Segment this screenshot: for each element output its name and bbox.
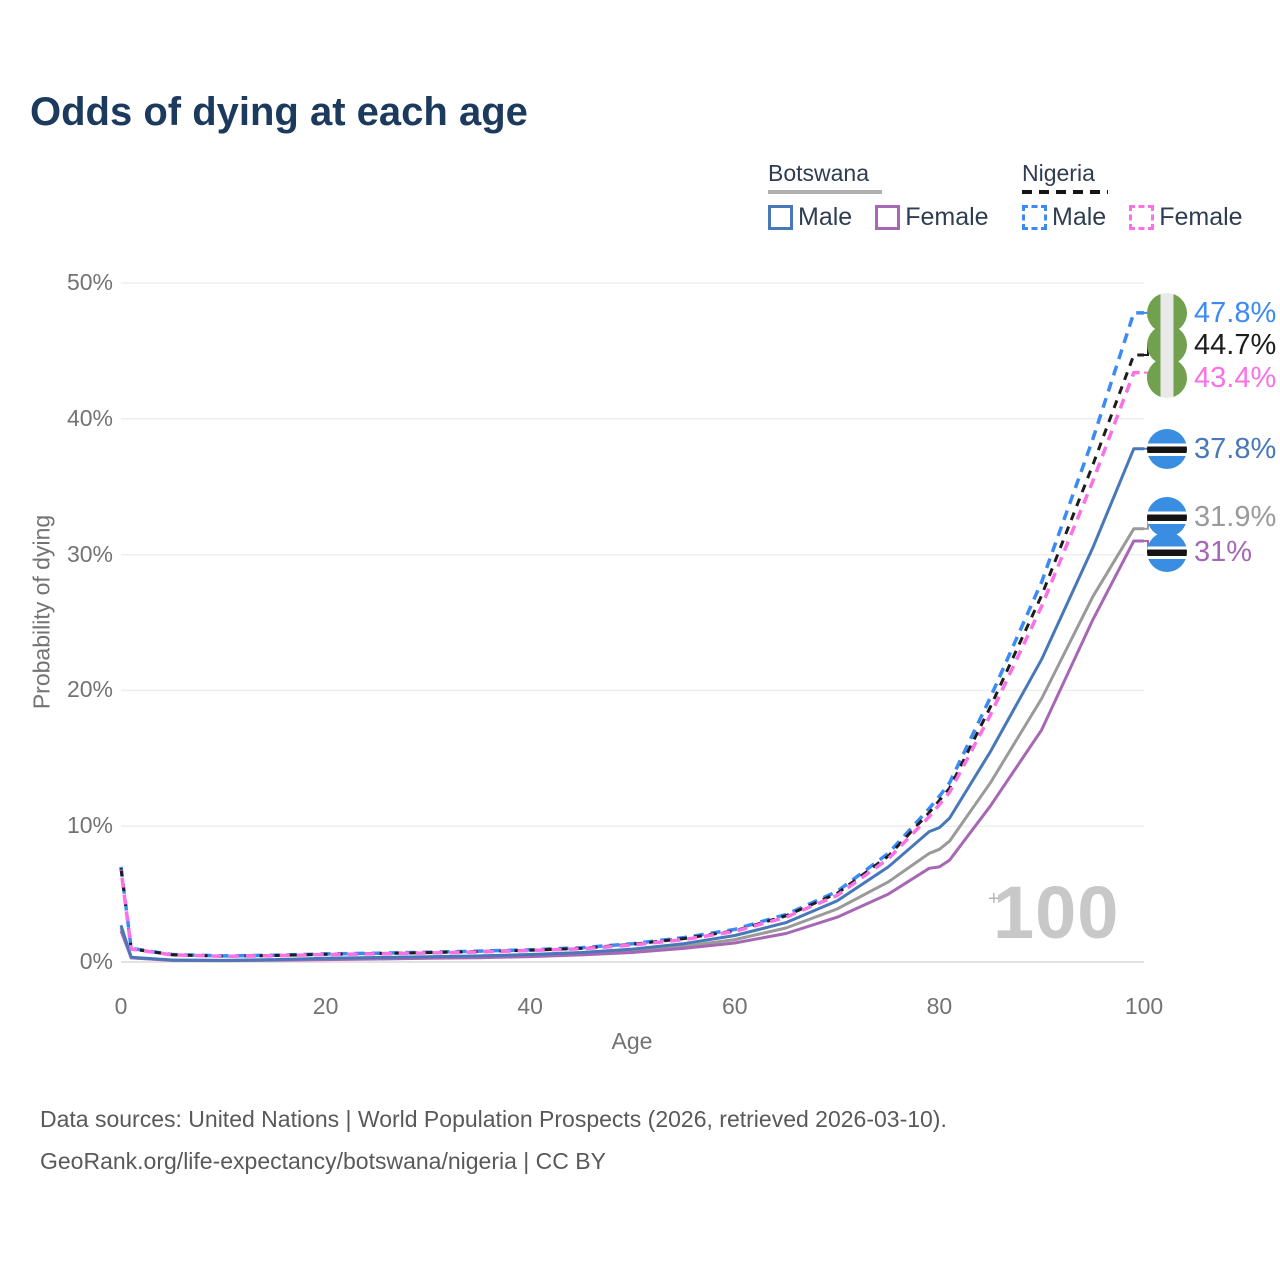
end-label-value: 31% bbox=[1194, 536, 1253, 569]
legend-item-botswana-male[interactable]: Male bbox=[768, 203, 852, 232]
y-tick-label: 50% bbox=[66, 269, 113, 295]
botswana-flag-icon bbox=[1147, 532, 1187, 573]
x-tick-label: 100 bbox=[1124, 993, 1164, 1019]
legend-item-label: Male bbox=[1052, 203, 1107, 231]
botswana-flag-icon bbox=[1147, 428, 1187, 469]
x-tick-label: 80 bbox=[926, 993, 953, 1019]
y-tick-label: 10% bbox=[66, 812, 113, 839]
y-axis-title: Probability of dying bbox=[28, 514, 55, 710]
attribution-link-text[interactable]: GeoRank.org/life-expectancy/botswana/nig… bbox=[40, 1148, 606, 1174]
x-tick-label: 60 bbox=[722, 993, 748, 1019]
data-sources-text: Data sources: United Nations | World Pop… bbox=[40, 1106, 947, 1132]
nigeria-flag-icon bbox=[1147, 357, 1187, 398]
end-label-nigeria-total: 44.7% bbox=[1147, 324, 1277, 365]
checkbox-botswana-male[interactable] bbox=[768, 205, 793, 230]
end-label-value: 44.7% bbox=[1194, 328, 1277, 361]
legend-group-botswana: Botswana Male Female bbox=[768, 160, 989, 232]
y-tick-label: 0% bbox=[79, 948, 113, 974]
legend-group-nigeria: Nigeria Male Female bbox=[1022, 160, 1243, 232]
botswana-flag-icon bbox=[1147, 496, 1187, 537]
y-tick-label: 40% bbox=[66, 404, 113, 431]
x-tick-label: 0 bbox=[114, 993, 128, 1019]
legend-item-botswana-female[interactable]: Female bbox=[875, 203, 989, 232]
legend-item-nigeria-male[interactable]: Male bbox=[1022, 203, 1106, 232]
legend-header-nigeria: Nigeria bbox=[1022, 160, 1095, 186]
legend-item-label: Female bbox=[905, 203, 989, 231]
series-line-botswana-male bbox=[119, 447, 1144, 962]
checkbox-botswana-female[interactable] bbox=[875, 205, 901, 230]
end-label-value: 31.9% bbox=[1194, 500, 1277, 533]
x-axis-title: Age bbox=[611, 1028, 653, 1054]
checkbox-nigeria-male[interactable] bbox=[1022, 205, 1047, 230]
end-label-value: 47.8% bbox=[1194, 296, 1277, 329]
hover-age-watermark: 100 bbox=[993, 871, 1120, 954]
x-tick-label: 20 bbox=[312, 993, 339, 1019]
series-line-nigeria-total bbox=[119, 353, 1144, 958]
checkbox-nigeria-female[interactable] bbox=[1129, 205, 1155, 230]
end-label-botswana-female: 31% bbox=[1147, 532, 1253, 573]
end-label-value: 37.8% bbox=[1194, 432, 1277, 465]
end-label-value: 43.4% bbox=[1194, 361, 1277, 394]
end-label-nigeria-male: 47.8% bbox=[1147, 292, 1277, 333]
legend-item-label: Female bbox=[1159, 203, 1243, 231]
end-label-botswana-total: 31.9% bbox=[1147, 496, 1277, 537]
page-title: Odds of dying at each age bbox=[30, 90, 528, 134]
legend-header-botswana: Botswana bbox=[768, 160, 870, 186]
end-label-nigeria-female: 43.4% bbox=[1147, 357, 1277, 398]
botswana-solid-line-swatch bbox=[768, 190, 882, 194]
legend-item-label: Male bbox=[798, 203, 853, 231]
x-tick-label: 40 bbox=[517, 993, 543, 1019]
series-line-nigeria-male bbox=[119, 311, 1144, 958]
series-line-nigeria-female bbox=[119, 370, 1144, 959]
y-tick-label: 20% bbox=[66, 676, 113, 703]
cursor-crosshair-icon: + bbox=[988, 888, 1000, 910]
nigeria-dashed-line-swatch bbox=[1022, 190, 1108, 194]
y-tick-label: 30% bbox=[66, 540, 113, 567]
legend-item-nigeria-female[interactable]: Female bbox=[1129, 203, 1243, 232]
end-label-botswana-male: 37.8% bbox=[1147, 428, 1277, 469]
